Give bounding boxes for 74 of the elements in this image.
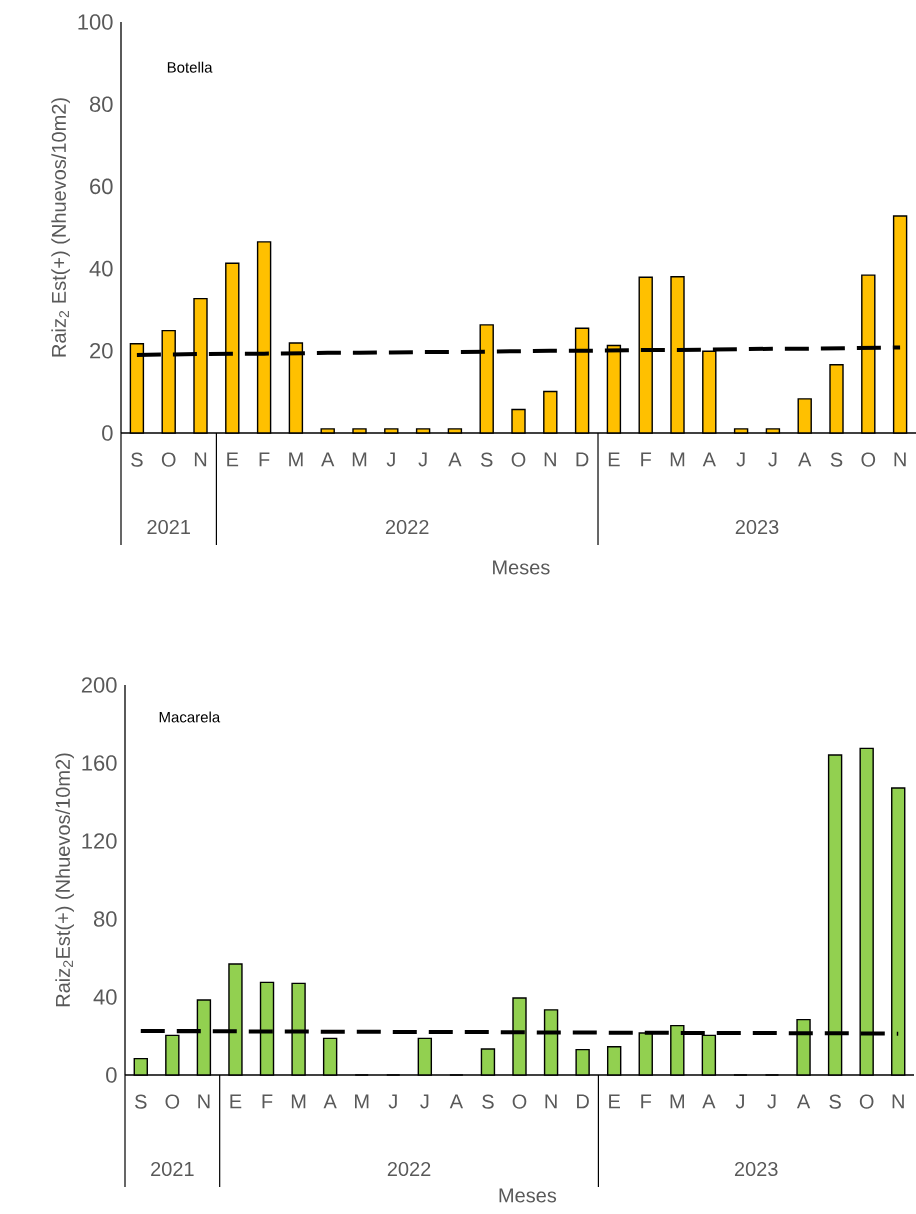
x-tick-label: N bbox=[545, 1094, 557, 1109]
x-tick-label: A bbox=[702, 452, 716, 467]
x-tick-label: F bbox=[641, 452, 652, 467]
x-tick-label: E bbox=[230, 1094, 242, 1109]
text: 2022 bbox=[385, 519, 429, 535]
text: Macarela bbox=[159, 711, 221, 723]
x-axis-title: Meses bbox=[493, 560, 550, 575]
x-tick-label: M bbox=[670, 452, 685, 467]
y-tick-label: 200 bbox=[81, 677, 117, 693]
x-tick-label: M bbox=[355, 1094, 369, 1109]
text: Botella bbox=[167, 61, 213, 73]
y-tick-label: 20 bbox=[90, 343, 113, 359]
x-tick-label: S bbox=[135, 1094, 147, 1109]
text: 2021 bbox=[147, 519, 190, 535]
x-tick-label: J bbox=[418, 452, 427, 467]
x-tick-label: S bbox=[829, 1094, 841, 1109]
x-tick-label: S bbox=[480, 452, 493, 467]
x-tick-label: A bbox=[796, 1094, 811, 1109]
x-tick-label: J bbox=[768, 452, 777, 467]
y-axis-title: Raiz$_{2}$Est(+) (Nhuevos/10m2) bbox=[55, 753, 74, 1007]
x-tick-label: N bbox=[894, 452, 906, 467]
x-tick-label: O bbox=[512, 1094, 527, 1109]
x-tick-label: D bbox=[576, 452, 589, 467]
x-tick-label: O bbox=[161, 452, 176, 467]
x-tick-label: O bbox=[859, 1094, 874, 1109]
y-tick-label: 40 bbox=[93, 989, 117, 1005]
text: 2023 bbox=[735, 519, 779, 535]
y-tick-label: 160 bbox=[82, 755, 117, 771]
y-tick-label: 80 bbox=[93, 911, 117, 927]
x-tick-label: E bbox=[609, 1094, 620, 1109]
y-tick-label: 80 bbox=[89, 96, 113, 112]
x-tick-label: N bbox=[544, 452, 556, 467]
text: 2023 bbox=[734, 1161, 778, 1177]
x-axis-title: Meses bbox=[499, 1188, 557, 1203]
x-tick-label: E bbox=[608, 452, 620, 467]
x-tick-label: M bbox=[289, 452, 303, 467]
x-tick-label: O bbox=[165, 1094, 180, 1109]
x-tick-label: J bbox=[386, 452, 395, 467]
x-tick-label: M bbox=[352, 452, 367, 467]
x-tick-label: O bbox=[861, 452, 876, 467]
x-tick-label: A bbox=[798, 452, 812, 467]
x-tick-label: J bbox=[767, 1094, 776, 1109]
x-tick-label: O bbox=[511, 452, 526, 467]
y-axis-title: Raiz$_{2}$ Est(+) (Nhuevos/10m2) bbox=[51, 98, 70, 357]
y-tick-label: 100 bbox=[78, 14, 113, 30]
x-tick-label: S bbox=[830, 452, 843, 467]
y-tick-label: 120 bbox=[82, 833, 117, 849]
x-tick-label: A bbox=[449, 1094, 464, 1109]
x-tick-label: A bbox=[448, 452, 462, 467]
x-tick-label: D bbox=[577, 1094, 589, 1109]
x-tick-label: N bbox=[194, 452, 207, 467]
x-tick-label: M bbox=[670, 1094, 684, 1109]
x-tick-label: N bbox=[198, 1094, 210, 1109]
x-tick-label: E bbox=[227, 452, 239, 467]
y-tick-label: 40 bbox=[89, 260, 113, 277]
x-tick-label: A bbox=[702, 1094, 716, 1109]
x-tick-label: A bbox=[323, 1094, 337, 1109]
y-tick-label: 0 bbox=[102, 425, 113, 441]
x-tick-label: J bbox=[388, 1094, 397, 1109]
x-tick-label: J bbox=[420, 1094, 429, 1109]
x-tick-label: A bbox=[321, 452, 335, 467]
x-tick-label: F bbox=[641, 1094, 652, 1109]
x-tick-label: F bbox=[262, 1094, 273, 1109]
y-tick-label: 60 bbox=[90, 178, 113, 195]
x-tick-label: J bbox=[735, 1094, 744, 1109]
x-tick-label: M bbox=[291, 1094, 306, 1109]
x-tick-label: J bbox=[736, 452, 745, 467]
x-tick-label: S bbox=[131, 452, 143, 467]
text: 2021 bbox=[151, 1161, 194, 1177]
y-tick-label: 0 bbox=[106, 1067, 117, 1083]
x-tick-label: S bbox=[482, 1094, 494, 1109]
text: 2022 bbox=[387, 1161, 431, 1177]
x-tick-label: N bbox=[892, 1094, 904, 1109]
x-tick-label: F bbox=[259, 452, 270, 467]
